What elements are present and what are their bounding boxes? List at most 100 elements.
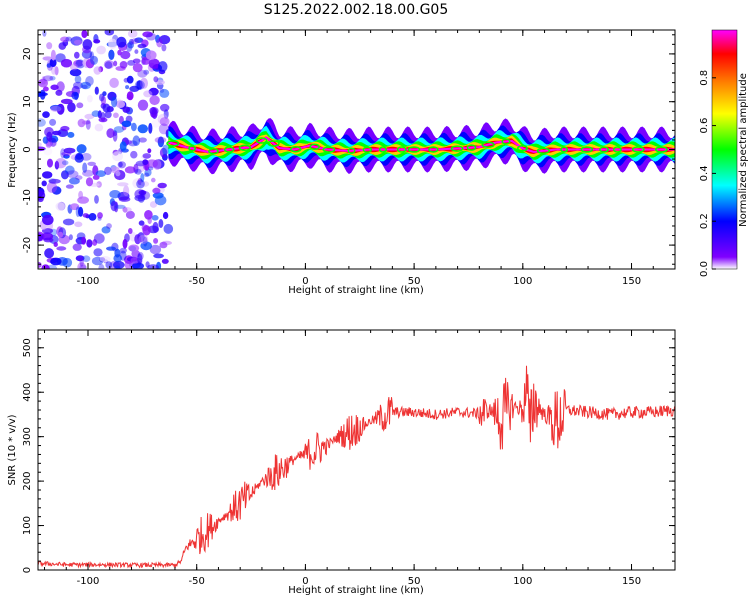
noise-blob — [67, 131, 75, 138]
noise-blob — [156, 38, 163, 48]
x-tick-label: -100 — [77, 276, 100, 287]
noise-blob — [60, 36, 70, 43]
ridge-blob — [501, 138, 511, 145]
noise-blob — [65, 184, 74, 189]
noise-blob — [154, 136, 167, 144]
noise-blob — [159, 241, 168, 249]
noise-blob — [91, 110, 101, 117]
noise-blob — [90, 55, 99, 65]
noise-blob — [60, 125, 70, 132]
noise-blob — [68, 177, 80, 185]
noise-blob — [61, 160, 69, 166]
colorbar-tick-label: 0.6 — [699, 118, 710, 134]
x-tick-label: -100 — [77, 576, 100, 587]
noise-blob — [104, 61, 113, 69]
noise-blob — [119, 247, 127, 254]
noise-blob — [148, 122, 153, 134]
noise-blob — [143, 90, 153, 98]
noise-blob — [93, 39, 101, 44]
noise-blob — [82, 255, 91, 262]
noise-blob — [143, 172, 150, 177]
noise-blob — [99, 256, 111, 263]
ridge-blob — [267, 140, 280, 147]
snr-xlabel: Height of straight line (km) — [288, 585, 424, 596]
noise-blob — [126, 91, 134, 101]
ridge-blob — [580, 146, 594, 153]
noise-blob — [131, 38, 139, 45]
noise-blob — [112, 151, 123, 162]
noise-blob — [79, 256, 84, 267]
y-tick-label: -10 — [22, 189, 33, 205]
noise-blob — [137, 43, 147, 49]
noise-blob — [158, 219, 164, 228]
figure-title: S125.2022.002.18.00.G05 — [264, 2, 449, 18]
noise-blob — [69, 203, 80, 211]
noise-blob — [49, 118, 57, 126]
noise-blob — [106, 223, 112, 229]
noise-blob — [67, 102, 76, 113]
noise-blob — [46, 131, 53, 142]
noise-blob — [92, 175, 100, 180]
x-tick-label: 100 — [513, 576, 532, 587]
spectrogram-ylabel: Frequency (Hz) — [7, 112, 18, 188]
noise-blob — [132, 178, 143, 189]
noise-blob — [148, 58, 160, 69]
noise-blob — [38, 118, 46, 127]
noise-blob — [80, 81, 91, 90]
noise-blob — [95, 170, 107, 178]
ridge-layer — [166, 118, 675, 175]
noise-blob — [78, 190, 83, 200]
colorbar-tick-label: 0.2 — [699, 213, 710, 229]
snr-y-ticks: 0 100 200 300 400 500 — [22, 329, 675, 573]
ridge-blob — [255, 137, 268, 144]
noise-blob — [130, 150, 138, 159]
noise-blob — [71, 91, 79, 100]
noise-blob — [137, 253, 143, 265]
noise-blob — [84, 113, 95, 120]
noise-blob — [97, 212, 103, 219]
noise-blob — [134, 80, 145, 90]
noise-blob — [134, 189, 146, 200]
noise-blob — [153, 253, 165, 259]
noise-blob — [55, 202, 65, 211]
noise-blob — [42, 214, 54, 226]
noise-blob — [157, 136, 165, 148]
spectrogram-x-ticks: -100 -50 0 50 100 150 — [44, 30, 676, 287]
ridge-blob — [407, 146, 421, 153]
noise-blob — [42, 171, 53, 179]
noise-blob — [60, 98, 73, 105]
ridge-blob — [309, 143, 320, 151]
noise-blob — [134, 49, 139, 54]
noise-blob — [145, 50, 157, 60]
noise-blob — [135, 168, 142, 175]
noise-blob — [57, 231, 64, 238]
ridge-blob — [481, 141, 495, 148]
noise-blob — [81, 30, 88, 38]
noise-blob — [50, 49, 56, 61]
noise-blob — [94, 86, 99, 95]
noise-blob — [128, 244, 140, 252]
noise-blob — [159, 35, 171, 45]
ridge-blob — [378, 146, 387, 153]
noise-blob — [54, 66, 59, 76]
noise-blob — [55, 89, 63, 96]
noise-blob — [46, 181, 58, 193]
noise-blob — [58, 42, 67, 50]
x-tick-label: 0 — [302, 276, 308, 287]
noise-blob — [161, 258, 169, 264]
noise-blob — [94, 195, 99, 204]
noise-blob — [63, 147, 76, 154]
noise-blob — [50, 84, 59, 91]
noise-blob — [132, 63, 143, 73]
snr-ylabel: SNR (10 * v/v) — [7, 414, 18, 485]
noise-blob — [50, 257, 62, 266]
noise-blob — [48, 178, 61, 184]
noise-blob — [162, 211, 169, 220]
noise-blob — [85, 177, 94, 187]
noise-blob — [110, 200, 118, 212]
noise-blob — [163, 223, 174, 234]
noise-blob — [140, 241, 152, 251]
ridge-blob — [466, 144, 477, 151]
noise-blob — [87, 95, 93, 103]
noise-blob — [121, 120, 132, 128]
